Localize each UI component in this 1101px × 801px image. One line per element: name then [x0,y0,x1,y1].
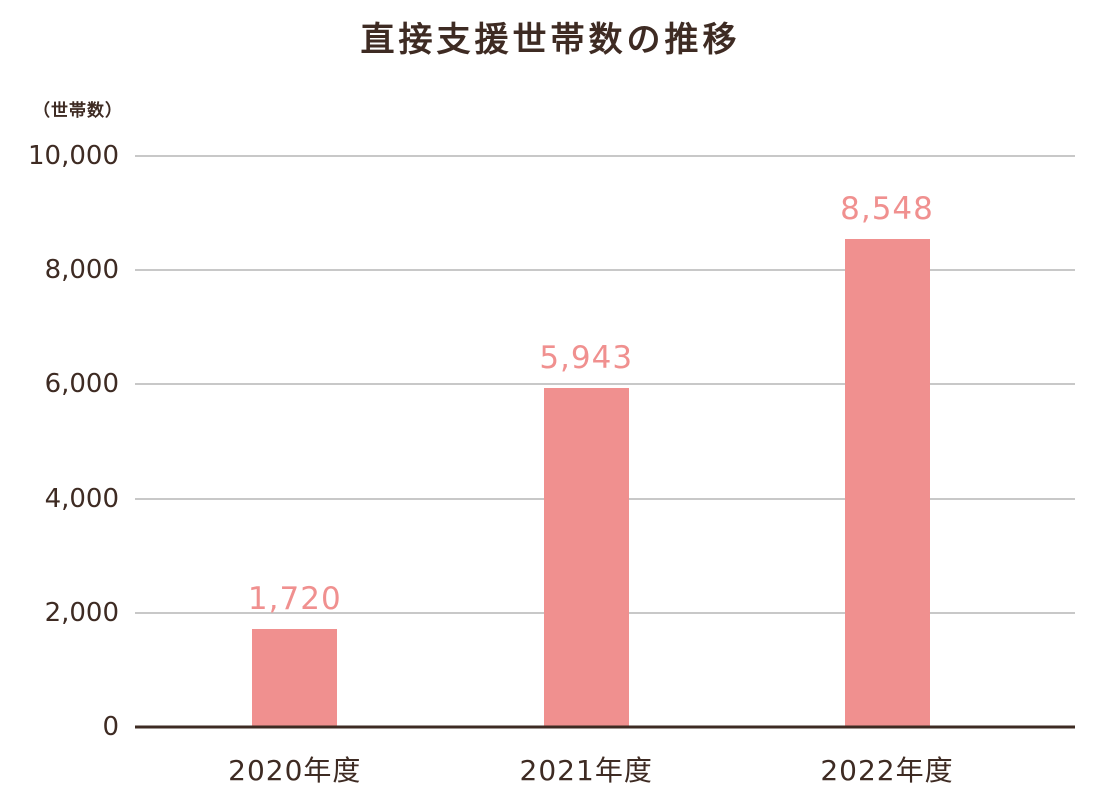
bar-2021年度 [543,387,629,727]
x-axis-baseline [135,725,1075,729]
bar-value-label: 5,943 [539,339,634,376]
y-tick-label: 8,000 [44,255,119,286]
y-axis-unit-label: （世帯数） [33,101,123,121]
y-tick-label: 2,000 [44,597,119,628]
bar-value-label: 1,720 [247,580,342,617]
gridline [135,269,1075,272]
y-tick-label: 6,000 [44,369,119,400]
y-tick-label: 0 [102,712,119,742]
gridline [135,383,1075,386]
bar-2022年度 [844,238,930,727]
x-axis-category-label: 2020年度 [228,754,362,787]
x-axis-category-label: 2021年度 [519,754,653,787]
y-tick-label: 4,000 [44,483,119,514]
chart-title: 直接支援世帯数の推移 [360,20,741,60]
x-axis-category-label: 2022年度 [820,754,954,787]
bar-chart-plot-area: 0 2,000 4,000 6,000 8,000 10,000 1,720 2020年度 5,… [28,141,1075,787]
y-tick-label: 10,000 [28,141,119,171]
gridline [135,155,1075,157]
bar-2020年度 [252,628,338,727]
bar-value-label: 8,548 [840,190,934,227]
